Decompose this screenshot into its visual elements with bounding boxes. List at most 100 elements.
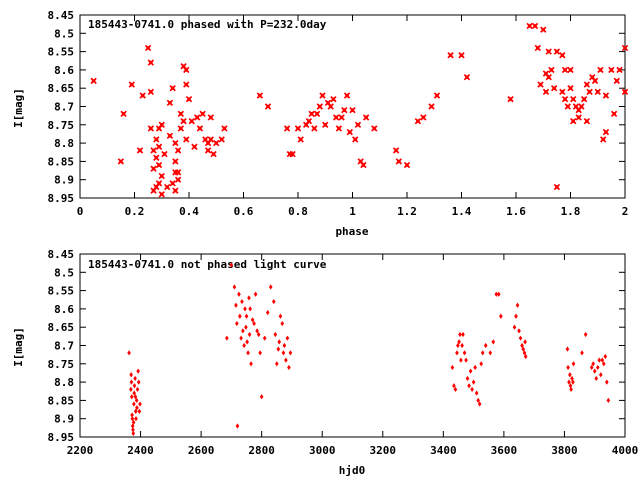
- data-point: [225, 335, 229, 341]
- data-point: [129, 386, 133, 393]
- data-point: [255, 328, 259, 334]
- data-point: [285, 335, 290, 341]
- data-point: [262, 335, 267, 341]
- data-point: [193, 114, 201, 121]
- data-point: [550, 85, 558, 92]
- y-tick-label: 8.85: [48, 394, 75, 407]
- y-axis-title: I[mag]: [12, 88, 25, 128]
- data-point: [135, 386, 140, 393]
- data-point: [458, 331, 462, 338]
- data-point: [210, 150, 217, 158]
- data-point: [467, 383, 471, 389]
- data-point: [147, 125, 155, 132]
- data-point: [514, 313, 518, 319]
- data-point: [177, 110, 185, 118]
- data-point: [568, 372, 572, 378]
- data-point: [569, 386, 573, 393]
- data-point: [583, 331, 588, 338]
- data-point: [332, 114, 340, 121]
- data-point: [561, 66, 569, 74]
- data-point: [169, 180, 176, 187]
- data-point: [468, 368, 473, 374]
- data-point: [591, 361, 596, 367]
- data-point: [522, 350, 527, 356]
- data-point: [589, 364, 594, 371]
- x-tick-label: 3200: [370, 444, 397, 457]
- data-point: [158, 172, 165, 180]
- x-tick-label: 3400: [430, 444, 457, 457]
- data-point: [595, 364, 600, 371]
- unphased-light-curve-panel: 185443-0741.0 not phased light curve hjd…: [12, 248, 638, 477]
- data-point: [229, 262, 234, 268]
- data-point: [580, 95, 588, 103]
- data-point: [249, 361, 253, 367]
- x-tick-label: 3000: [309, 444, 336, 457]
- data-point: [172, 158, 179, 165]
- data-point: [129, 394, 134, 400]
- data-point: [277, 339, 282, 345]
- data-point: [458, 52, 465, 59]
- data-point: [207, 136, 214, 143]
- data-point: [280, 320, 285, 327]
- data-point: [185, 95, 193, 103]
- data-point: [392, 147, 400, 154]
- data-point: [341, 106, 348, 114]
- data-point: [343, 92, 351, 99]
- data-point: [452, 383, 456, 389]
- data-point: [346, 128, 353, 136]
- data-point: [158, 121, 165, 128]
- data-point: [132, 401, 136, 407]
- data-point: [139, 92, 146, 99]
- data-point: [597, 357, 602, 363]
- data-point: [414, 117, 422, 125]
- data-point: [575, 114, 582, 121]
- data-point: [540, 26, 547, 33]
- data-point: [311, 125, 318, 132]
- plot-frame: [79, 14, 626, 199]
- data-point: [352, 136, 359, 143]
- data-point: [461, 331, 465, 338]
- data-point: [183, 66, 190, 74]
- y-tick-label: 8.6: [54, 303, 74, 316]
- data-point: [583, 81, 591, 88]
- data-point: [294, 125, 302, 132]
- x-tick-label: 1.4: [452, 205, 472, 218]
- data-point: [570, 117, 577, 125]
- y-tick-label: 8.45: [48, 248, 75, 261]
- data-point: [313, 110, 321, 118]
- y-tick-label: 8.8: [54, 137, 74, 150]
- data-point: [177, 125, 185, 132]
- data-point: [613, 77, 621, 85]
- data-point: [561, 95, 569, 103]
- data-point: [240, 298, 244, 305]
- data-point: [564, 103, 571, 110]
- data-point: [243, 306, 247, 312]
- data-point: [548, 66, 555, 74]
- data-point: [284, 357, 288, 363]
- data-point: [117, 158, 125, 165]
- y-tick-label: 8.8: [54, 376, 74, 389]
- data-point: [594, 88, 601, 96]
- data-point: [166, 99, 174, 107]
- x-tick-label: 2600: [188, 444, 215, 457]
- data-point: [420, 114, 427, 121]
- data-point: [147, 88, 155, 96]
- x-axis-title: phase: [335, 225, 368, 238]
- data-point: [172, 139, 179, 147]
- data-point: [183, 136, 190, 143]
- data-point: [268, 284, 273, 290]
- data-point: [464, 357, 468, 363]
- data-point: [476, 397, 480, 403]
- data-point: [130, 416, 135, 422]
- data-point: [169, 85, 176, 92]
- data-point: [246, 350, 250, 356]
- data-point: [287, 364, 291, 371]
- data-point: [473, 364, 477, 371]
- data-point: [457, 339, 461, 345]
- data-point: [598, 372, 603, 378]
- x-tick-label: 1: [349, 205, 356, 218]
- data-point: [136, 379, 141, 385]
- data-point: [567, 66, 574, 74]
- data-point: [362, 114, 370, 121]
- axis-ticks: 2200 2400 2600 2800 3000 3200 3400 3600 3800 4000…: [48, 248, 639, 457]
